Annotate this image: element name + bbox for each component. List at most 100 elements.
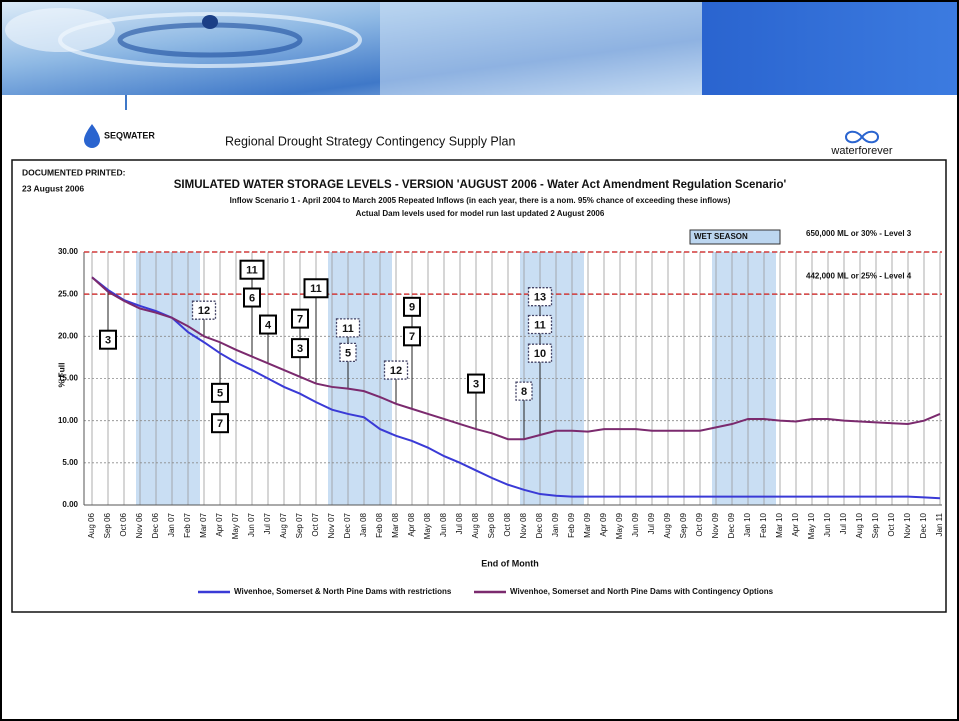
- x-tick-label: Nov 08: [519, 512, 528, 538]
- banner-fade: [380, 2, 702, 95]
- x-tick-label: Aug 07: [279, 512, 288, 538]
- x-tick-label: Dec 09: [727, 512, 736, 538]
- annotation-label: 12: [390, 365, 402, 377]
- x-tick-label: Oct 08: [503, 512, 512, 536]
- annotation-label: 9: [409, 302, 415, 314]
- legend-label: Wivenhoe, Somerset and North Pine Dams w…: [510, 587, 774, 596]
- printed-label: DOCUMENTED PRINTED:: [22, 167, 126, 177]
- chart-title: SIMULATED WATER STORAGE LEVELS - VERSION…: [174, 179, 787, 191]
- annotation-label: 8: [521, 386, 527, 398]
- x-tick-label: May 10: [807, 512, 816, 539]
- x-tick-label: Dec 08: [535, 512, 544, 538]
- x-tick-label: Feb 10: [759, 512, 768, 537]
- x-tick-label: Jan 10: [743, 512, 752, 537]
- logo-right: waterforever: [830, 145, 892, 157]
- annotation-label: 11: [246, 265, 258, 277]
- x-tick-label: Jun 07: [247, 512, 256, 537]
- chart-subtitle: Inflow Scenario 1 - April 2004 to March …: [230, 196, 731, 205]
- x-tick-label: Oct 10: [887, 512, 896, 536]
- x-tick-label: Nov 09: [711, 512, 720, 538]
- x-tick-label: Sep 08: [487, 512, 496, 538]
- y-tick-label: 30.00: [58, 247, 79, 256]
- annotation-label: 4: [265, 319, 272, 331]
- x-tick-label: Nov 06: [135, 512, 144, 538]
- x-tick-label: May 08: [423, 512, 432, 539]
- x-tick-label: Jan 11: [935, 512, 944, 536]
- annotation-label: 3: [105, 335, 111, 347]
- x-tick-label: Sep 10: [871, 512, 880, 538]
- x-tick-label: Aug 09: [663, 512, 672, 538]
- x-tick-label: Jan 09: [551, 512, 560, 537]
- reference-label: 442,000 ML or 25% - Level 4: [806, 271, 912, 280]
- x-axis-title: End of Month: [481, 558, 538, 568]
- x-tick-label: Mar 10: [775, 512, 784, 537]
- x-tick-label: Aug 08: [471, 512, 480, 538]
- y-tick-label: 10.00: [58, 416, 79, 425]
- annotation-label: 11: [310, 283, 322, 295]
- x-tick-label: Nov 10: [903, 512, 912, 538]
- x-tick-label: Sep 07: [295, 512, 304, 538]
- x-tick-label: Aug 06: [87, 512, 96, 538]
- annotation-label: 5: [345, 347, 351, 359]
- x-tick-label: Sep 06: [103, 512, 112, 538]
- annotation-label: 13: [534, 292, 546, 304]
- banner: [2, 2, 957, 110]
- x-tick-label: Jan 08: [359, 512, 368, 537]
- y-tick-label: 25.00: [58, 289, 79, 298]
- annotation-label: 7: [297, 314, 303, 326]
- wet-season-label: WET SEASON: [694, 232, 748, 241]
- x-tick-label: Feb 07: [183, 512, 192, 537]
- y-tick-label: 15.00: [58, 374, 79, 383]
- x-tick-label: Jul 09: [647, 512, 656, 534]
- logo-left: SEQWATER: [104, 130, 155, 140]
- y-tick-label: 20.00: [58, 331, 79, 340]
- x-tick-label: Jun 09: [631, 512, 640, 537]
- x-tick-label: Jul 08: [455, 512, 464, 534]
- banner-band: [702, 2, 957, 95]
- annotation-label: 11: [342, 323, 354, 335]
- x-tick-label: Apr 08: [407, 512, 416, 536]
- y-tick-label: 0.00: [62, 500, 78, 509]
- printed-date: 23 August 2006: [22, 183, 84, 193]
- x-tick-label: Sep 09: [679, 512, 688, 538]
- chart-subtitle-2: Actual Dam levels used for model run las…: [356, 209, 605, 218]
- ripple: [5, 8, 115, 52]
- annotation-label: 5: [217, 388, 223, 400]
- annotation-label: 11: [534, 319, 546, 331]
- x-tick-label: Apr 09: [599, 512, 608, 536]
- x-tick-label: May 09: [615, 512, 624, 539]
- x-tick-label: Jun 08: [439, 512, 448, 537]
- slide: SEQWATER Regional Drought Strategy Conti…: [0, 0, 959, 721]
- x-tick-label: Mar 08: [391, 512, 400, 537]
- reference-label: 650,000 ML or 30% - Level 3: [806, 229, 912, 238]
- x-tick-label: Oct 06: [119, 512, 128, 536]
- x-tick-label: Oct 09: [695, 512, 704, 536]
- x-tick-label: Dec 07: [343, 512, 352, 538]
- annotation-label: 6: [249, 292, 255, 304]
- legend-label: Wivenhoe, Somerset & North Pine Dams wit…: [234, 587, 452, 596]
- annotation-label: 3: [473, 378, 479, 390]
- x-tick-label: Mar 09: [583, 512, 592, 537]
- y-tick-label: 5.00: [62, 458, 78, 467]
- x-tick-label: Jul 10: [839, 512, 848, 534]
- annotation-label: 12: [198, 305, 210, 317]
- x-tick-label: Mar 07: [199, 512, 208, 537]
- x-tick-label: Dec 06: [151, 512, 160, 538]
- droplet: [202, 15, 218, 29]
- x-tick-label: Nov 07: [327, 512, 336, 538]
- x-tick-label: Apr 07: [215, 512, 224, 536]
- x-tick-label: Jan 07: [167, 512, 176, 537]
- annotation-label: 3: [297, 343, 303, 355]
- annotation-label: 7: [409, 331, 415, 343]
- x-tick-label: Aug 10: [855, 512, 864, 538]
- annotation-label: 7: [217, 418, 223, 430]
- x-tick-label: Feb 08: [375, 512, 384, 537]
- x-tick-label: Dec 10: [919, 512, 928, 538]
- x-tick-label: May 07: [231, 512, 240, 539]
- x-tick-label: Feb 09: [567, 512, 576, 537]
- header-title: Regional Drought Strategy Contingency Su…: [225, 134, 516, 148]
- x-tick-label: Oct 07: [311, 512, 320, 536]
- annotation-label: 10: [534, 348, 546, 360]
- x-tick-label: Jul 07: [263, 512, 272, 534]
- x-tick-label: Apr 10: [791, 512, 800, 536]
